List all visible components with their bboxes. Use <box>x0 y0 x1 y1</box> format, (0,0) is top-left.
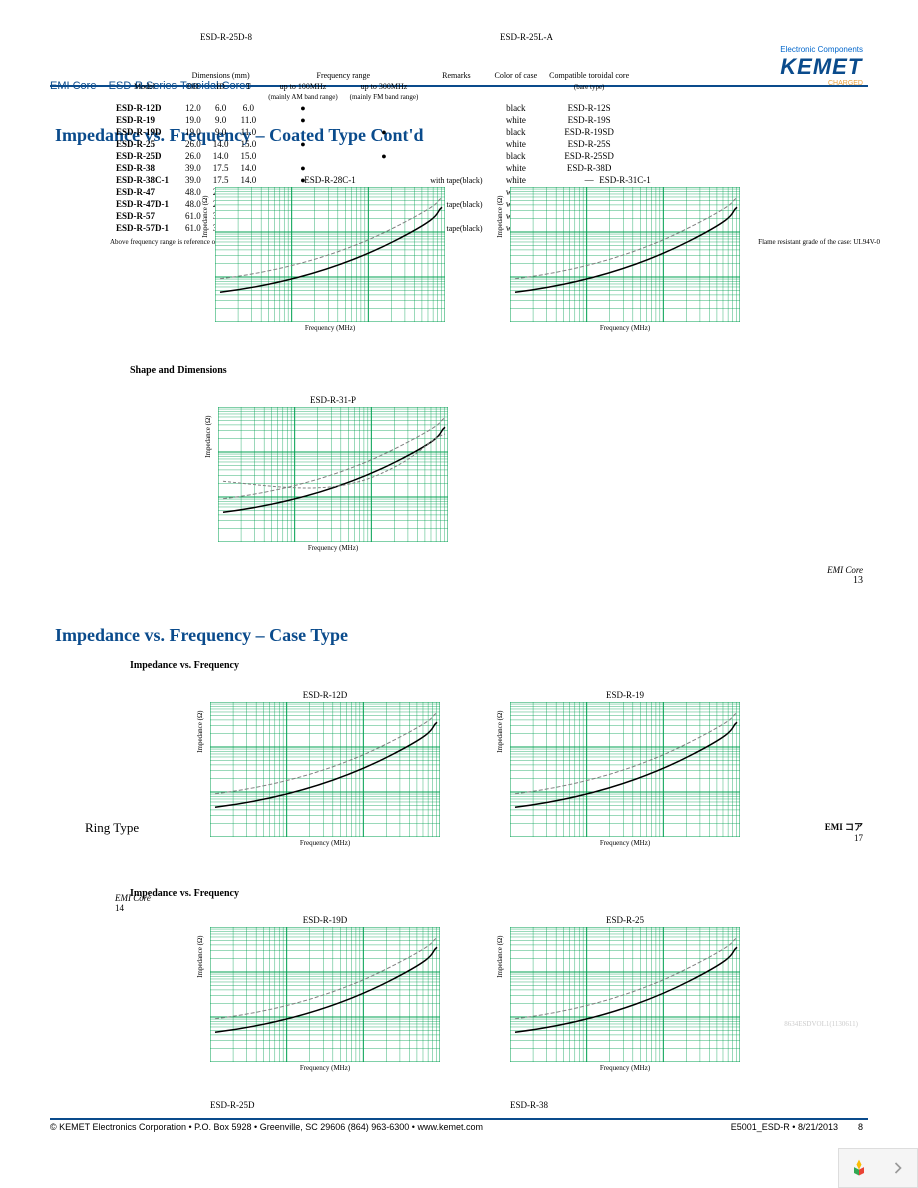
impedance-chart: ESD-R-19D Impedance (Ω) Frequency (MHz) <box>210 915 440 1072</box>
stray-label-1: ESD-R-25D-8 <box>200 32 252 42</box>
table-row: ESD-R-25D26.014.015.0●blackESD-R-25SD <box>110 150 635 162</box>
chart-title: ESD-R-19D <box>210 915 440 925</box>
chart-xlabel: Frequency (MHz) <box>510 324 740 332</box>
table-row: ESD-R-3839.017.514.0●whiteESD-R-38D <box>110 162 635 174</box>
th-f2: up to 300MHz <box>344 81 425 92</box>
emi-core-17: EMI コア 17 <box>825 820 863 843</box>
impedance-chart: ESD-R-31-P Impedance (Ω) Frequency (MHz) <box>218 395 448 552</box>
th-od: OD <box>179 81 207 92</box>
footer-left: © KEMET Electronics Corporation • P.O. B… <box>50 1122 483 1132</box>
chart-xlabel: Frequency (MHz) <box>218 544 448 552</box>
logo-tagline: Electronic Components <box>780 45 863 54</box>
chart-title: ESD-R-28C-1 <box>215 175 445 185</box>
chart-ylabel: Impedance (Ω) <box>496 935 504 977</box>
chart-xlabel: Frequency (MHz) <box>210 1064 440 1072</box>
stray-label-3: ESD-R-25D <box>210 1100 255 1110</box>
ghost-watermark: 8634ESDVOL1(1130611) <box>784 1020 858 1028</box>
th-model: Model <box>110 81 179 92</box>
th-f2sub: (mainly FM band range) <box>344 92 425 102</box>
chart-title: ESD-R-31-P <box>218 395 448 405</box>
impedance-chart: ESD-R-12D Impedance (Ω) Frequency (MHz) <box>210 690 440 847</box>
th-freq: Frequency range <box>262 70 424 81</box>
th-f1sub: (mainly AM band range) <box>262 92 343 102</box>
th-color: Color of case <box>488 70 543 81</box>
th-dim: Dimensions (mm) <box>179 70 262 81</box>
chart-ylabel: Impedance (Ω) <box>196 935 204 977</box>
table-row: ESD-R-2526.014.015.0●whiteESD-R-25S <box>110 138 635 150</box>
chart-plot <box>210 927 440 1062</box>
table-row: ESD-R-1919.09.011.0●whiteESD-R-19S <box>110 114 635 126</box>
th-compat-sub: (bare type) <box>543 81 635 92</box>
pdf-nav <box>838 1148 918 1188</box>
chart-title: ESD-R-25 <box>510 915 740 925</box>
th-id: ID <box>207 81 235 92</box>
chart-title: ESD-R-31C-1 <box>510 175 740 185</box>
stray-label-2: ESD-R-25L-A <box>500 32 553 42</box>
impedance-chart: ESD-R-19 Impedance (Ω) Frequency (MHz) <box>510 690 740 847</box>
table-row: ESD-R-19D19.09.011.0●blackESD-R-19SD <box>110 126 635 138</box>
chart-xlabel: Frequency (MHz) <box>210 839 440 847</box>
th-compat: Compatible toroidal core <box>543 70 635 81</box>
footer-rule <box>50 1118 868 1120</box>
impedance-chart: ESD-R-25 Impedance (Ω) Frequency (MHz) <box>510 915 740 1072</box>
table-note-right: Flame resistant grade of the case: UL94V… <box>758 238 880 246</box>
emi-core-13: EMI Core 13 <box>827 565 863 586</box>
chart-plot <box>215 187 445 322</box>
th-t: T <box>235 81 263 92</box>
th-f1: up to 100MHz <box>262 81 343 92</box>
section2-subhead: Impedance vs. Frequency <box>130 660 239 671</box>
impedance-chart: ESD-R-28C-1 Impedance (Ω) Frequency (MHz… <box>215 175 445 332</box>
table-row: ESD-R-12D12.06.06.0●blackESD-R-12S <box>110 102 635 114</box>
impedance-chart: ESD-R-31C-1 Impedance (Ω) Frequency (MHz… <box>510 175 740 332</box>
chevron-right-icon[interactable] <box>888 1158 908 1178</box>
chart-ylabel: Impedance (Ω) <box>196 710 204 752</box>
section2-title: Impedance vs. Frequency – Case Type <box>55 625 348 646</box>
chart-title: ESD-R-19 <box>510 690 740 700</box>
footer-right: E5001_ESD-R • 8/21/2013 <box>731 1122 838 1132</box>
chart-ylabel: Impedance (Ω) <box>496 195 504 237</box>
shape-dimensions-label: Shape and Dimensions <box>130 365 227 376</box>
chart-plot <box>510 187 740 322</box>
chart-xlabel: Frequency (MHz) <box>510 1064 740 1072</box>
footer-page: 8 <box>858 1122 863 1132</box>
chart-xlabel: Frequency (MHz) <box>510 839 740 847</box>
chart-plot <box>210 702 440 837</box>
th-remarks: Remarks <box>424 70 488 81</box>
chart-plot <box>218 407 448 542</box>
chart-ylabel: Impedance (Ω) <box>201 195 209 237</box>
app-icon[interactable] <box>849 1158 869 1178</box>
chart-ylabel: Impedance (Ω) <box>204 415 212 457</box>
chart-xlabel: Frequency (MHz) <box>215 324 445 332</box>
chart-plot <box>510 702 740 837</box>
chart-plot <box>510 927 740 1062</box>
stray-label-4: ESD-R-38 <box>510 1100 548 1110</box>
section2-subhead2: Impedance vs. Frequency <box>130 888 239 899</box>
chart-title: ESD-R-12D <box>210 690 440 700</box>
ring-type-label: Ring Type <box>85 820 139 836</box>
chart-ylabel: Impedance (Ω) <box>496 710 504 752</box>
